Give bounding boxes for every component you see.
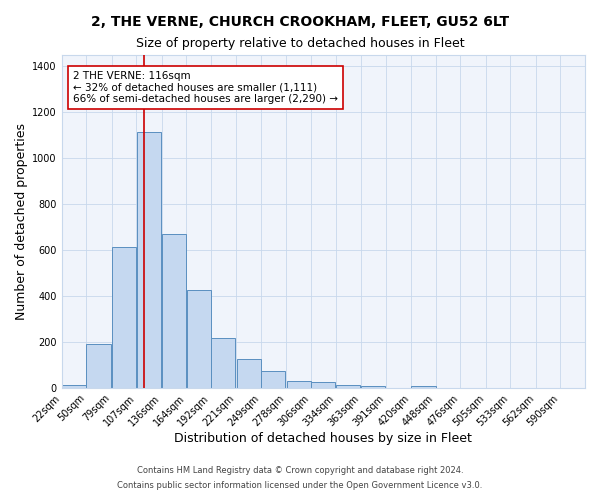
Text: 2 THE VERNE: 116sqm
← 32% of detached houses are smaller (1,111)
66% of semi-det: 2 THE VERNE: 116sqm ← 32% of detached ho… [73,71,338,104]
Bar [112,247,136,388]
Bar [311,382,335,388]
Bar [287,381,311,388]
Bar [137,132,161,388]
Bar [236,360,261,388]
Bar [86,344,110,388]
Text: 2, THE VERNE, CHURCH CROOKHAM, FLEET, GU52 6LT: 2, THE VERNE, CHURCH CROOKHAM, FLEET, GU… [91,15,509,29]
Bar [62,384,86,388]
Bar [211,338,235,388]
Bar [187,290,211,388]
Text: Contains public sector information licensed under the Open Government Licence v3: Contains public sector information licen… [118,481,482,490]
Bar [361,386,385,388]
Bar [412,386,436,388]
X-axis label: Distribution of detached houses by size in Fleet: Distribution of detached houses by size … [175,432,472,445]
Bar [162,234,186,388]
Text: Size of property relative to detached houses in Fleet: Size of property relative to detached ho… [136,38,464,51]
Y-axis label: Number of detached properties: Number of detached properties [15,123,28,320]
Bar [336,384,360,388]
Text: Contains HM Land Registry data © Crown copyright and database right 2024.: Contains HM Land Registry data © Crown c… [137,466,463,475]
Bar [261,371,286,388]
